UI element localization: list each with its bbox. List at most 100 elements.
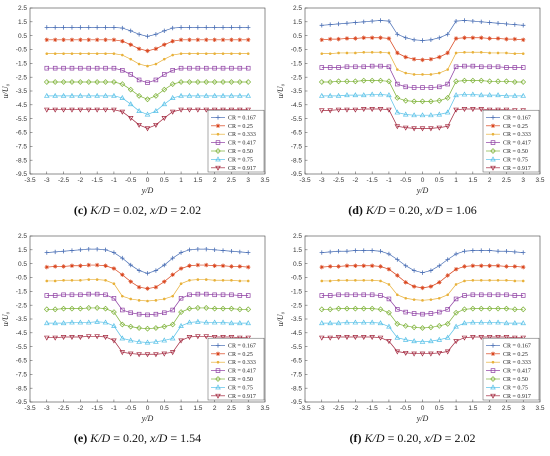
y-tick-label: -8.5 — [291, 385, 303, 392]
data-point-s4-21 — [220, 305, 226, 312]
x-tick-label: -2.5 — [333, 405, 345, 412]
data-point-s0-4 — [78, 25, 83, 30]
data-point-s1-24 — [521, 37, 526, 43]
data-point-s6-12 — [419, 351, 426, 357]
y-tick-label: -6.5 — [291, 358, 303, 365]
data-point-s5-22 — [228, 92, 235, 98]
data-point-s1-10 — [403, 280, 408, 285]
data-point-s6-22 — [228, 335, 235, 340]
y-tick-label: -5.5 — [16, 116, 28, 123]
series-0-group — [44, 25, 251, 39]
data-point-s0-23 — [512, 249, 518, 255]
data-point-s2-7 — [104, 278, 107, 282]
legend: CR = 0.167 CR = 0.25 CR = 0.333 CR = 0.417 C… — [207, 337, 265, 401]
data-point-s0-7 — [103, 25, 108, 30]
data-point-s6-5 — [85, 334, 92, 340]
data-point-s4-18 — [194, 305, 201, 311]
data-point-s2-0 — [45, 279, 49, 283]
data-point-s1-17 — [462, 264, 467, 269]
x-tick-label: -3.5 — [24, 177, 36, 184]
series-line-4 — [321, 308, 524, 329]
x-tick-label: 0 — [146, 177, 150, 184]
caption-e-letter: (e) — [73, 431, 88, 445]
data-point-s1-17 — [462, 35, 467, 40]
x-tick-label: 1.5 — [193, 177, 202, 184]
series-1-group — [44, 262, 251, 291]
data-point-s5-9 — [119, 94, 126, 100]
data-point-s1-23 — [512, 36, 518, 42]
series-line-6 — [46, 335, 249, 355]
data-point-s2-18 — [471, 278, 475, 282]
data-point-s2-17 — [463, 279, 466, 283]
y-tick-label: -9.5 — [291, 399, 303, 406]
caption-d-var2: x/D — [425, 203, 443, 217]
data-point-s1-0 — [319, 37, 324, 43]
y-axis-label: u/U₀ — [1, 311, 10, 326]
data-point-s5-16 — [178, 322, 184, 328]
y-tick-label: -2.5 — [16, 74, 28, 81]
series-line-5 — [321, 94, 524, 116]
data-point-s0-24 — [246, 25, 251, 30]
data-point-s4-11 — [136, 92, 143, 99]
data-point-s6-11 — [136, 352, 142, 358]
data-point-s4-19 — [203, 79, 210, 85]
data-point-s4-1 — [327, 306, 334, 313]
data-point-s0-10 — [128, 262, 133, 268]
data-point-s6-5 — [360, 107, 367, 112]
data-point-s5-18 — [195, 92, 201, 98]
data-point-s5-2 — [60, 320, 67, 326]
y-tick-label: -2.5 — [291, 74, 303, 81]
data-point-s1-16 — [178, 37, 184, 43]
data-point-s6-16 — [453, 107, 459, 113]
y-tick-label: 0.5 — [293, 33, 302, 40]
x-tick-label: 3.5 — [260, 177, 269, 184]
caption-c-eq1: = 0.02, — [110, 203, 150, 217]
data-point-s4-5 — [85, 305, 92, 311]
data-point-s6-10 — [402, 350, 409, 356]
data-point-s5-11 — [136, 338, 142, 344]
data-point-s5-11 — [411, 338, 417, 344]
data-point-s4-12 — [144, 96, 151, 103]
data-point-s3-16 — [178, 295, 184, 301]
data-point-s4-12 — [419, 98, 426, 105]
data-point-s4-21 — [220, 79, 226, 85]
data-point-s2-0 — [320, 279, 324, 283]
data-point-s6-14 — [436, 350, 443, 356]
legend-marker-6 — [490, 165, 496, 171]
data-point-s5-21 — [495, 92, 501, 98]
data-point-s0-9 — [120, 255, 125, 261]
data-point-s0-5 — [361, 19, 366, 25]
data-point-s2-6 — [95, 278, 99, 281]
data-point-s1-23 — [512, 264, 518, 269]
data-point-s2-18 — [196, 278, 200, 281]
data-point-s3-12 — [145, 80, 150, 85]
x-tick-label: 2 — [488, 177, 492, 184]
data-point-s4-5 — [360, 77, 367, 84]
data-point-s4-24 — [245, 79, 252, 85]
data-point-s3-17 — [462, 63, 467, 69]
x-tick-label: -2 — [77, 177, 83, 184]
y-tick-label: 0.5 — [293, 261, 302, 268]
data-point-s6-5 — [360, 335, 367, 340]
data-point-s3-13 — [428, 85, 434, 90]
x-tick-label: 0.5 — [435, 405, 444, 412]
series-line-6 — [46, 109, 249, 129]
data-point-s6-9 — [394, 349, 401, 355]
x-tick-label: -2 — [352, 405, 358, 412]
data-point-s0-7 — [378, 18, 383, 23]
data-point-s2-17 — [188, 278, 191, 282]
y-tick-label: 2.5 — [293, 5, 302, 12]
x-axis-label: y/D — [141, 414, 154, 423]
x-tick-label: 1 — [179, 405, 183, 412]
data-point-s3-24 — [520, 293, 526, 298]
x-axis-label: y/D — [416, 186, 429, 195]
data-point-s2-9 — [121, 53, 124, 57]
y-tick-label: -6.5 — [16, 130, 28, 137]
data-point-s3-6 — [94, 291, 100, 297]
data-point-s5-10 — [402, 111, 409, 117]
data-point-s4-16 — [178, 309, 184, 315]
data-point-s1-12 — [145, 48, 150, 54]
data-point-s1-14 — [437, 54, 442, 60]
data-point-s5-6 — [369, 91, 375, 97]
data-point-s5-14 — [436, 111, 443, 117]
